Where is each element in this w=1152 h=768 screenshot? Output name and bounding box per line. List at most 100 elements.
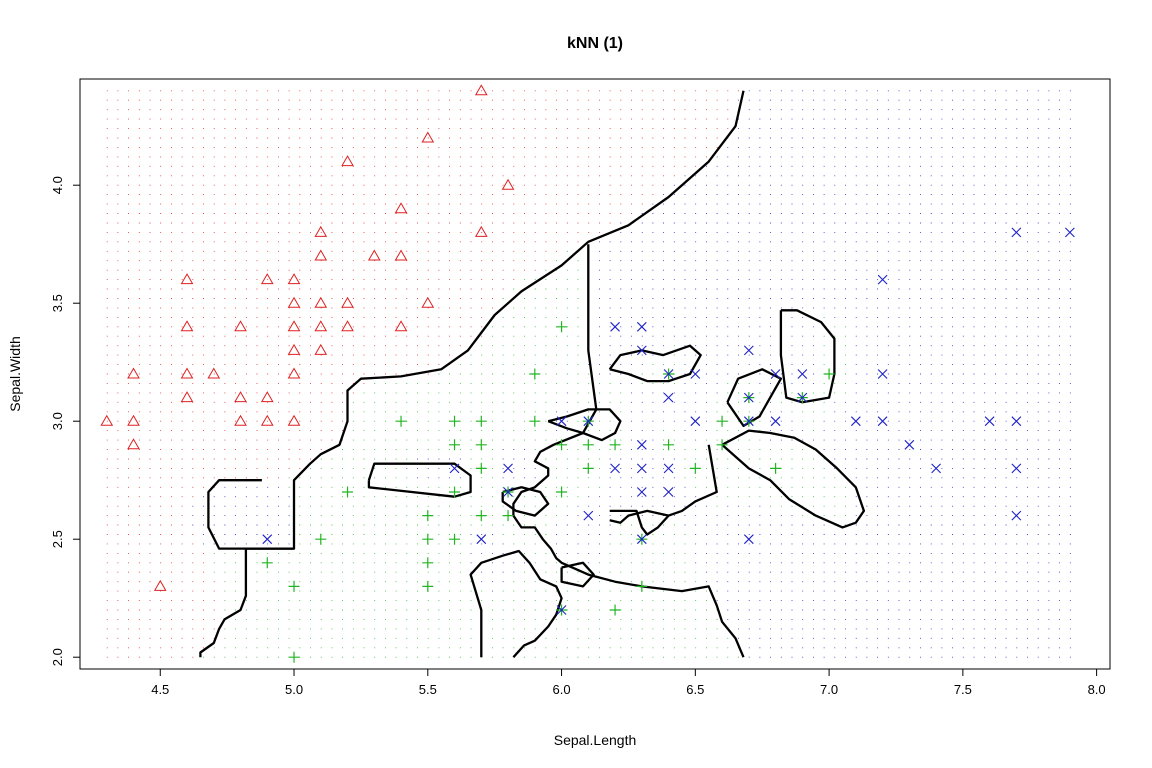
- boundary-line: [608, 344, 702, 383]
- data-point-plus: [422, 580, 434, 592]
- data-point-triangle: [501, 178, 515, 190]
- data-point-cross: [663, 487, 674, 497]
- y-tick-label: 2.5: [50, 530, 65, 548]
- data-point-triangle: [287, 343, 301, 355]
- data-point-triangle: [180, 391, 194, 403]
- data-point-plus: [422, 557, 434, 569]
- data-point-plus: [556, 486, 568, 498]
- data-point-cross: [663, 463, 674, 474]
- data-point-triangle: [260, 391, 274, 403]
- data-point-cross: [663, 369, 674, 379]
- data-point-cross: [877, 369, 888, 379]
- data-point-cross: [556, 416, 567, 427]
- data-point-cross: [636, 487, 647, 497]
- y-tick-label: 3.0: [50, 412, 65, 430]
- data-point-cross: [583, 416, 594, 427]
- data-point-cross: [743, 392, 754, 403]
- data-point-triangle: [314, 320, 328, 332]
- data-point-cross: [449, 463, 460, 474]
- data-point-triangle: [341, 155, 354, 167]
- x-tick-label: 5.0: [285, 682, 303, 697]
- data-point-triangle: [207, 367, 221, 379]
- data-point-plus: [502, 510, 514, 522]
- region-dots-plus: [203, 250, 846, 658]
- boundary-line: [560, 561, 595, 588]
- data-point-triangle: [474, 84, 488, 96]
- y-tick-label: 3.5: [50, 294, 65, 312]
- data-point-plus: [288, 651, 300, 663]
- data-point-cross: [1011, 463, 1022, 474]
- data-point-triangle: [421, 296, 435, 308]
- data-point-triangle: [394, 320, 408, 332]
- data-point-triangle: [287, 414, 301, 426]
- x-tick-label: 5.5: [419, 682, 437, 697]
- data-point-cross: [503, 463, 513, 474]
- data-point-cross: [770, 369, 781, 379]
- data-point-plus: [449, 486, 461, 498]
- data-point-plus: [475, 510, 487, 522]
- x-tick-label: 8.0: [1088, 682, 1106, 697]
- data-point-triangle: [367, 249, 381, 261]
- data-point-cross: [636, 439, 647, 450]
- data-point-triangle: [153, 579, 167, 591]
- data-point-cross: [690, 369, 701, 379]
- data-point-cross: [877, 416, 888, 427]
- decision-boundaries: [199, 90, 866, 658]
- data-point-triangle: [287, 367, 301, 379]
- data-point-plus: [609, 604, 621, 616]
- data-point-triangle: [287, 320, 301, 332]
- data-point-triangle: [394, 249, 408, 261]
- data-point-cross: [583, 510, 594, 521]
- x-axis: 4.5 5.0 5.5 6.0 6.5 7.0 7.5 8.0: [151, 668, 1106, 697]
- x-tick-label: 4.5: [151, 682, 169, 697]
- boundary-line: [469, 549, 563, 658]
- data-point-plus: [582, 439, 594, 451]
- data-point-triangle: [260, 273, 274, 285]
- data-point-triangle: [234, 414, 247, 426]
- plot-frame: [79, 78, 1111, 670]
- data-point-cross: [904, 439, 915, 450]
- data-point-cross: [636, 321, 647, 332]
- boundary-line: [547, 408, 622, 442]
- data-points: [100, 84, 1075, 663]
- data-point-triangle: [287, 296, 301, 308]
- y-tick-label: 4.0: [50, 176, 65, 194]
- data-point-plus: [663, 439, 675, 451]
- data-point-plus: [689, 462, 701, 474]
- class-region-dot-grid: [106, 90, 1071, 658]
- data-point-cross: [850, 416, 861, 427]
- data-point-plus: [716, 439, 728, 451]
- boundary-line: [501, 486, 550, 517]
- y-axis-label: Sepal.Width: [7, 336, 23, 411]
- data-point-plus: [449, 533, 461, 545]
- data-point-plus: [422, 533, 434, 545]
- data-point-cross: [690, 416, 701, 427]
- data-point-cross: [877, 274, 888, 285]
- data-point-cross: [663, 392, 674, 403]
- boundary-line: [207, 479, 294, 550]
- data-point-plus: [395, 415, 407, 427]
- data-point-triangle: [314, 296, 328, 308]
- data-point-plus: [529, 415, 541, 427]
- data-point-plus: [716, 415, 728, 427]
- data-point-plus: [770, 462, 782, 474]
- boundary-line: [609, 509, 670, 536]
- data-point-cross: [262, 534, 273, 545]
- data-point-plus: [582, 462, 594, 474]
- data-point-triangle: [127, 438, 140, 450]
- boundary-line: [779, 309, 836, 404]
- data-point-cross: [503, 487, 513, 497]
- data-point-plus: [449, 439, 461, 451]
- data-point-cross: [636, 534, 647, 545]
- boundary-line: [512, 244, 745, 658]
- boundary-line: [199, 90, 745, 658]
- data-point-triangle: [234, 320, 247, 332]
- data-point-cross: [610, 463, 620, 474]
- data-point-triangle: [260, 414, 274, 426]
- boundary-line: [367, 462, 472, 498]
- data-point-triangle: [394, 202, 408, 214]
- data-point-triangle: [314, 225, 328, 237]
- data-point-triangle: [180, 320, 194, 332]
- data-point-plus: [475, 439, 487, 451]
- data-point-cross: [797, 369, 808, 379]
